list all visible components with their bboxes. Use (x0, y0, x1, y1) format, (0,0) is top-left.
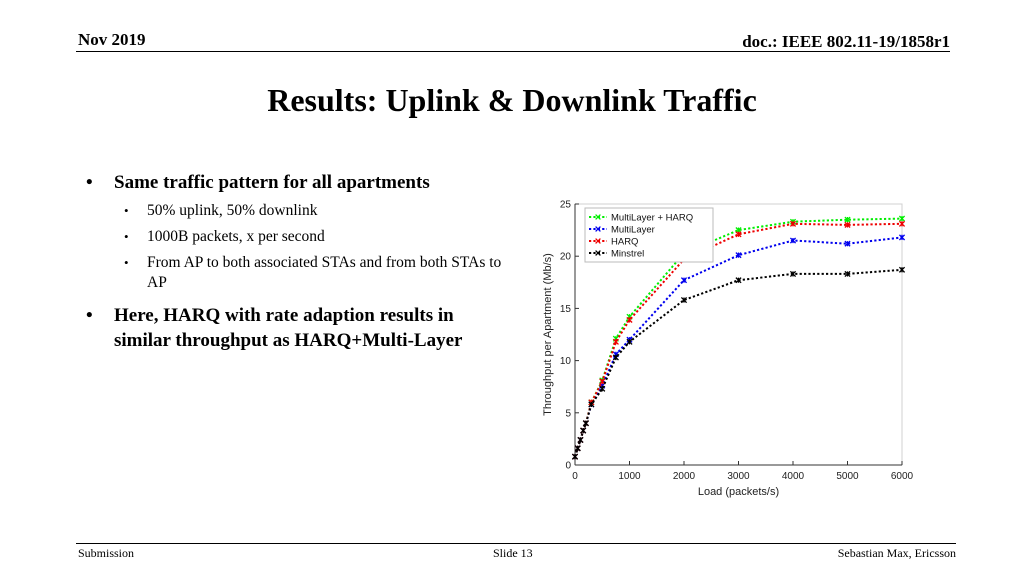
bullet-2: • Here, HARQ with rate adaption results … (84, 303, 504, 353)
x-tick-label: 2000 (673, 471, 696, 482)
legend-label: MultiLayer + HARQ (611, 213, 693, 224)
legend-marker (595, 250, 601, 256)
bullet-1: • Same traffic pattern for all apartment… (84, 170, 504, 195)
sub-bullet-1: • 50% uplink, 50% downlink (84, 201, 504, 221)
bullet-1-text: Same traffic pattern for all apartments (114, 172, 430, 193)
bullet-dot: • (86, 172, 93, 193)
data-point (844, 270, 851, 278)
footer-author: Sebastian Max, Ericsson (837, 546, 956, 560)
data-point (582, 420, 589, 427)
data-point (571, 453, 579, 460)
bullet-2-text: Here, HARQ with rate adaption results in… (114, 305, 463, 351)
data-point (898, 220, 906, 227)
series-line-multilayer (574, 236, 903, 457)
data-point (680, 277, 688, 284)
bullet-list: • Same traffic pattern for all apartment… (84, 170, 504, 353)
data-point (735, 231, 742, 238)
data-point (898, 266, 906, 273)
data-point (898, 234, 906, 241)
x-axis-label: Load (packets/s) (698, 486, 779, 498)
y-tick-label: 25 (560, 200, 572, 211)
x-tick-label: 1000 (618, 471, 641, 482)
data-point (580, 427, 587, 434)
y-tick-label: 20 (560, 252, 572, 263)
sub-bullet-1-text: 50% uplink, 50% downlink (147, 202, 318, 219)
data-point (844, 221, 851, 228)
data-point (789, 237, 797, 244)
legend-label: Minstrel (611, 249, 644, 260)
data-point (735, 252, 742, 259)
sub-bullet-dot: • (124, 229, 129, 244)
header-doc-id: doc.: IEEE 802.11-19/1858r1 (742, 32, 950, 51)
sub-bullet-2-text: 1000B packets, x per second (147, 228, 325, 245)
footer-divider (76, 543, 956, 544)
y-tick-label: 15 (560, 304, 572, 315)
x-tick-label: 6000 (891, 471, 914, 482)
sub-bullet-dot: • (124, 255, 129, 270)
legend-marker (595, 238, 601, 244)
data-point (626, 316, 633, 323)
data-point (844, 240, 851, 247)
data-point (599, 385, 606, 392)
y-tick-label: 0 (565, 461, 571, 472)
footer-slide-number: Slide 13 (493, 546, 533, 560)
footer-submission: Submission (78, 546, 135, 560)
data-point (844, 216, 851, 223)
y-tick-label: 5 (565, 408, 571, 419)
legend-label: HARQ (611, 237, 638, 248)
sub-bullet-2: • 1000B packets, x per second (84, 227, 504, 247)
data-point (789, 270, 797, 278)
data-point (588, 401, 595, 408)
y-tick-label: 10 (560, 356, 572, 367)
data-point (789, 220, 797, 227)
sub-bullet-3: • From AP to both associated STAs and fr… (84, 253, 504, 293)
x-tick-label: 5000 (836, 471, 859, 482)
x-tick-label: 0 (572, 471, 578, 482)
data-point (626, 338, 633, 345)
legend-label: MultiLayer (611, 225, 655, 236)
data-point (680, 296, 688, 304)
y-axis-label: Throughput per Apartment (Mb/s) (542, 253, 554, 416)
x-tick-label: 3000 (727, 471, 750, 482)
legend-marker (595, 226, 601, 232)
data-point (612, 338, 619, 345)
data-point (574, 445, 581, 452)
data-point (735, 277, 742, 284)
slide-title: Results: Uplink & Downlink Traffic (267, 82, 757, 118)
x-tick-label: 4000 (782, 471, 805, 482)
data-point (898, 215, 906, 222)
sub-bullet-dot: • (124, 203, 129, 218)
legend-box (584, 207, 714, 263)
legend-marker (595, 214, 601, 220)
bullet-dot: • (86, 305, 93, 326)
throughput-chart: 0 1000 2000 3000 4000 5000 6000 0 5 10 15 20 25 Load … (542, 200, 914, 499)
data-point (612, 354, 619, 361)
data-point (577, 436, 584, 444)
header-date: Nov 2019 (78, 30, 146, 49)
sub-bullet-3-text: From AP to both associated STAs and from… (147, 254, 502, 291)
header-divider (76, 51, 950, 52)
series-line-minstrel (574, 268, 903, 457)
